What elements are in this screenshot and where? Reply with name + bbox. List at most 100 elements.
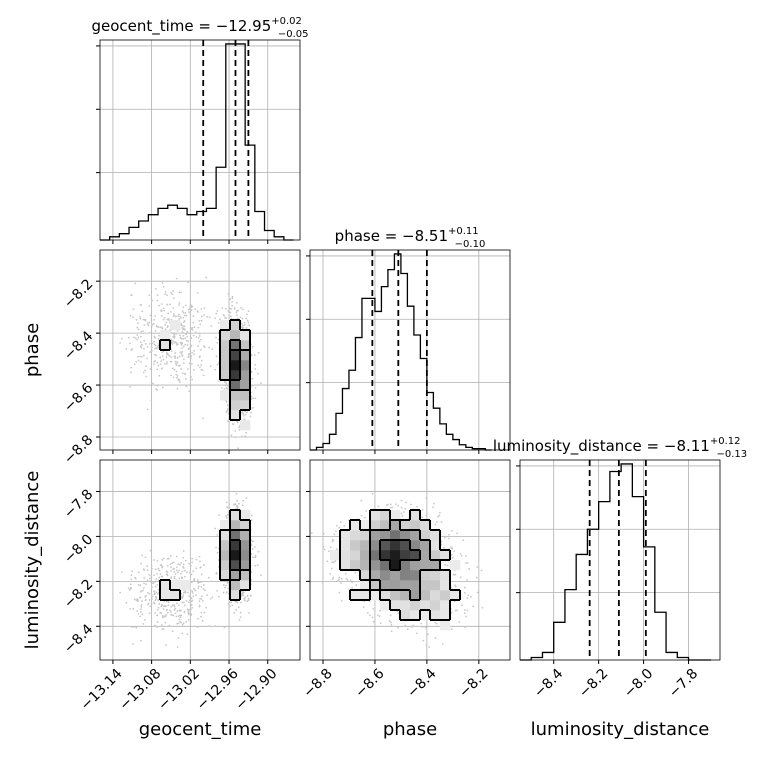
sample-point	[202, 600, 204, 602]
density-cell	[230, 360, 241, 371]
sample-point	[250, 384, 253, 387]
sample-point	[129, 385, 132, 388]
density-cell	[230, 510, 241, 521]
sample-point	[222, 584, 225, 586]
sample-point	[178, 355, 181, 358]
sample-point	[144, 596, 147, 598]
sample-point	[184, 591, 187, 594]
sample-point	[243, 323, 246, 326]
sample-point	[197, 364, 200, 367]
sample-point	[142, 318, 145, 321]
sample-point	[223, 626, 226, 629]
sample-point	[137, 584, 140, 586]
sample-point	[225, 584, 227, 587]
sample-point	[208, 625, 211, 628]
sample-point	[224, 384, 227, 387]
axes-frame	[309, 249, 511, 451]
sample-point	[241, 317, 244, 320]
sample-point	[190, 573, 193, 576]
sample-point	[226, 387, 229, 390]
scatter-panel-geocent_time-phase	[96, 250, 300, 454]
sample-point	[241, 594, 243, 597]
sample-point	[200, 573, 203, 576]
density-cell	[160, 580, 171, 591]
sample-point	[156, 583, 159, 586]
sample-point	[239, 616, 242, 619]
sample-point	[161, 616, 164, 619]
sample-point	[182, 622, 185, 625]
sample-point	[227, 603, 230, 605]
sample-point	[158, 304, 160, 307]
sample-point	[137, 336, 140, 339]
sample-point	[185, 620, 188, 623]
sample-point	[156, 626, 158, 628]
density-cell	[240, 390, 251, 401]
sample-point	[176, 329, 179, 332]
sample-point	[192, 570, 195, 573]
sample-point	[176, 646, 179, 648]
sample-point	[176, 361, 179, 364]
sample-point	[195, 558, 198, 561]
sample-point	[179, 337, 182, 340]
sample-point	[130, 578, 133, 581]
sample-point	[174, 612, 177, 615]
sample-point	[203, 611, 206, 614]
sample-point	[210, 580, 213, 583]
sample-point	[214, 368, 217, 371]
sample-point	[188, 562, 190, 565]
sample-point	[146, 322, 149, 324]
sample-point	[253, 354, 256, 356]
sample-point	[237, 309, 239, 312]
sample-point	[163, 316, 166, 319]
sample-point	[198, 600, 201, 603]
sample-point	[169, 555, 172, 557]
sample-point	[179, 616, 182, 619]
sample-point	[144, 556, 147, 559]
sample-point	[191, 329, 194, 331]
sample-point	[240, 322, 243, 325]
density-cell	[220, 350, 231, 361]
sample-point	[140, 344, 143, 346]
sample-point	[187, 610, 190, 613]
sample-point	[188, 608, 190, 611]
sample-point	[155, 596, 158, 599]
sample-point	[144, 343, 147, 345]
sample-point	[203, 563, 205, 566]
sample-point	[188, 353, 190, 356]
sample-point	[133, 363, 136, 366]
sample-point	[170, 374, 172, 377]
sample-point	[192, 595, 195, 598]
sample-point	[200, 359, 203, 362]
sample-point	[161, 367, 163, 370]
density-cell	[240, 580, 251, 591]
density-cell	[230, 390, 241, 401]
sample-point	[257, 351, 260, 354]
axes-frame	[99, 39, 301, 241]
sample-point	[182, 316, 185, 319]
sample-point	[208, 576, 210, 579]
sample-point	[142, 622, 145, 625]
sample-point	[139, 584, 142, 587]
sample-point	[156, 384, 159, 387]
sample-point	[182, 332, 185, 334]
sample-point	[191, 561, 194, 564]
sample-point	[129, 608, 132, 610]
density-cell	[220, 360, 231, 371]
sample-point	[139, 335, 142, 338]
sample-point	[151, 586, 153, 589]
sample-point	[145, 365, 147, 368]
sample-point	[152, 582, 154, 585]
sample-point	[140, 346, 143, 349]
sample-point	[151, 595, 154, 598]
sample-point	[179, 563, 181, 566]
sample-point	[181, 337, 183, 340]
sample-point	[184, 590, 187, 593]
sample-point	[201, 369, 204, 372]
sample-point	[183, 314, 186, 317]
sample-point	[199, 597, 201, 600]
sample-point	[173, 368, 176, 371]
sample-point	[190, 376, 192, 378]
sample-point	[166, 294, 168, 297]
sample-point	[179, 315, 181, 318]
sample-point	[175, 342, 178, 345]
